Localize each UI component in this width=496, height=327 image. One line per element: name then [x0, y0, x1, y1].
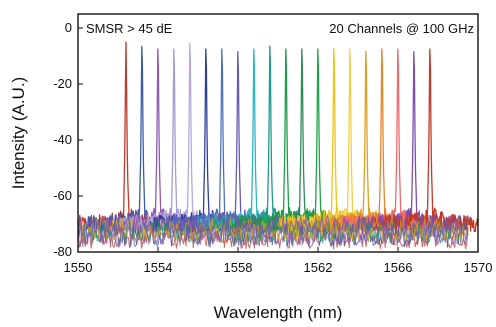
x-axis-title: Wavelength (nm)	[214, 303, 343, 322]
y-tick-label: -40	[53, 132, 72, 147]
y-axis-title: Intensity (A.U.)	[9, 77, 28, 189]
y-tick-label: -60	[53, 188, 72, 203]
x-tick-label: 1566	[384, 260, 413, 275]
series-layer	[78, 41, 478, 250]
y-tick-label: 0	[65, 20, 72, 35]
y-tick-label: -80	[53, 244, 72, 259]
annotation-smsr: SMSR > 45 dE	[86, 21, 173, 36]
x-tick-label: 1562	[304, 260, 333, 275]
series-line-13	[261, 48, 375, 233]
x-tick-label: 1558	[224, 260, 253, 275]
series-line-20	[373, 48, 478, 232]
ticks-layer: 1550 1554 1558 1562 1566 1570 0 -20 -40 -60 -80	[53, 20, 492, 275]
noise-floor-trace-6	[78, 214, 469, 240]
noise-floor-trace-5	[78, 216, 469, 242]
x-tick-label: 1550	[64, 260, 93, 275]
x-tick-label: 1554	[144, 260, 173, 275]
annotation-channels: 20 Channels @ 100 GHz	[329, 21, 474, 36]
plot-frame	[77, 13, 479, 253]
y-tick-label: -20	[53, 76, 72, 91]
x-tick-label: 1570	[464, 260, 493, 275]
